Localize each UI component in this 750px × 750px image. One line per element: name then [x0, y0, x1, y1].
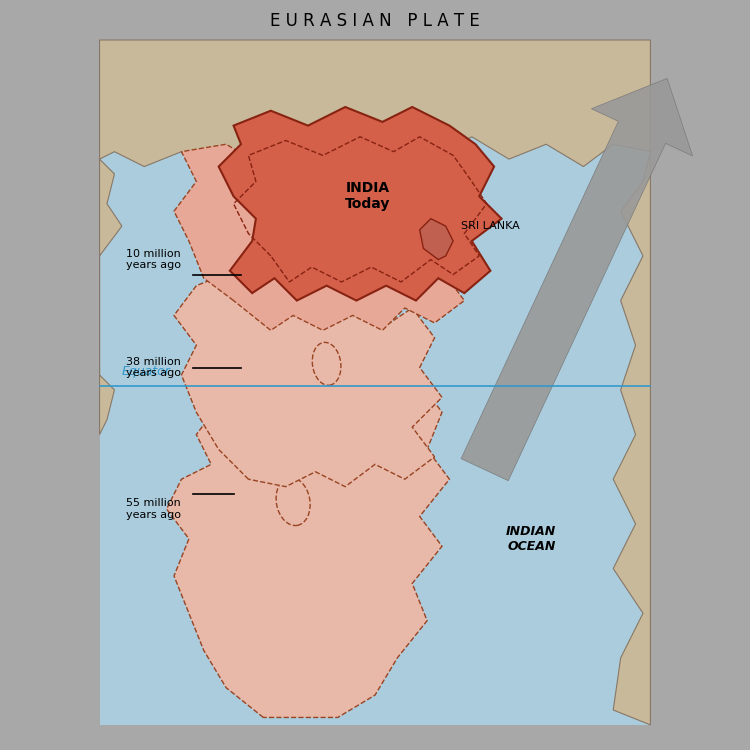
Text: E U R A S I A N   P L A T E: E U R A S I A N P L A T E — [270, 13, 480, 31]
Text: INDIAN
OCEAN: INDIAN OCEAN — [506, 525, 556, 553]
Polygon shape — [100, 159, 122, 434]
Text: 55 million
years ago: 55 million years ago — [125, 498, 181, 520]
Polygon shape — [100, 40, 650, 166]
Polygon shape — [219, 107, 502, 301]
Polygon shape — [420, 219, 453, 260]
Polygon shape — [166, 352, 449, 718]
Polygon shape — [100, 40, 650, 725]
Polygon shape — [174, 271, 442, 487]
Text: 10 million
years ago: 10 million years ago — [125, 249, 181, 271]
Polygon shape — [614, 152, 650, 725]
Polygon shape — [174, 144, 472, 330]
Text: Equator: Equator — [122, 364, 171, 378]
Text: SRI LANKA: SRI LANKA — [460, 221, 519, 231]
Polygon shape — [461, 78, 692, 481]
Text: 38 million
years ago: 38 million years ago — [125, 357, 181, 378]
Polygon shape — [100, 40, 650, 725]
Text: INDIA
Today: INDIA Today — [345, 182, 390, 212]
